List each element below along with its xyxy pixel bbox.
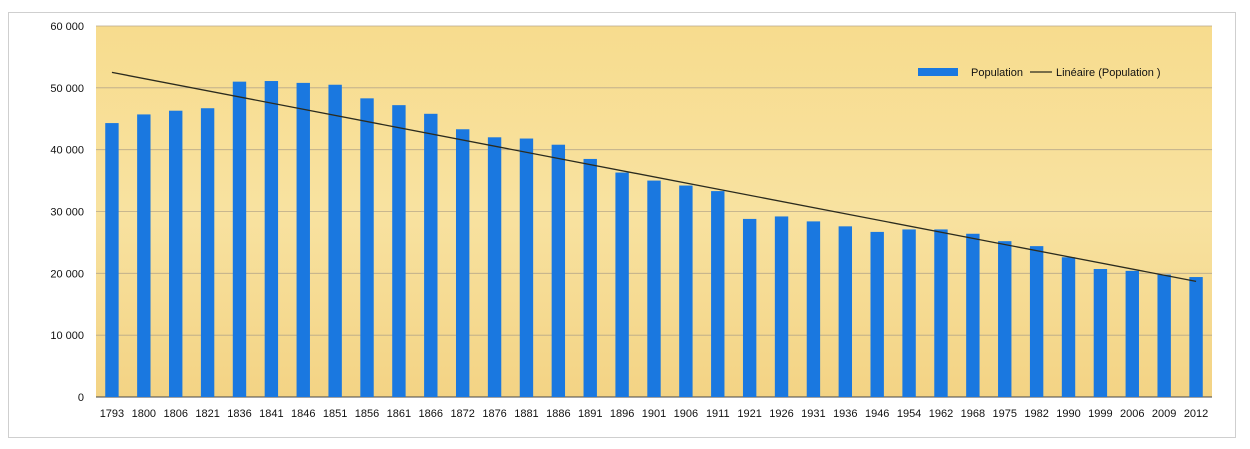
- x-tick-label: 1936: [833, 408, 857, 420]
- bar-1793: [105, 123, 119, 397]
- x-tick-label: 1921: [737, 408, 761, 420]
- x-tick-label: 1886: [546, 408, 570, 420]
- bars: [105, 81, 1203, 398]
- bar-1886: [551, 144, 566, 397]
- y-tick-label: 10 000: [50, 330, 84, 342]
- x-tick-label: 1896: [610, 408, 634, 420]
- bar-1866: [424, 113, 438, 397]
- x-tick-label: 1901: [642, 408, 666, 420]
- x-tick-label: 1906: [674, 408, 698, 420]
- bar-1846: [296, 82, 310, 398]
- y-tick-labels: 0 10 000 20 000 30 000 40 000 50 000 60 000: [50, 21, 84, 404]
- y-tick-label: 50 000: [50, 83, 84, 95]
- trendline: [111, 71, 1197, 283]
- y-tick-label: 0: [78, 392, 84, 404]
- bar-1990: [1061, 257, 1076, 397]
- x-tick-labels: 1793 1800 1806 1821 1836 1841 1846 1851 1856 1861…: [100, 408, 1209, 420]
- bar-2006: [1125, 270, 1139, 397]
- x-tick-label: 2009: [1152, 408, 1176, 420]
- bar-2012: [1189, 277, 1203, 397]
- x-tick-label: 1861: [387, 408, 411, 420]
- x-tick-label: 1881: [514, 408, 538, 420]
- bar-1921: [742, 218, 757, 397]
- x-tick-label: 1866: [419, 408, 443, 420]
- bar-1821: [200, 108, 215, 397]
- legend-label-trendline: Linéaire (Population ): [1056, 67, 1161, 79]
- bar-1982: [1029, 246, 1044, 397]
- y-tick-label: 60 000: [50, 21, 84, 33]
- bar-1901: [647, 180, 661, 397]
- x-tick-label: 1800: [132, 408, 156, 420]
- x-tick-label: 1975: [993, 408, 1017, 420]
- bar-1962: [934, 229, 948, 397]
- x-tick-label: 1954: [897, 408, 921, 420]
- y-tick-label: 30 000: [50, 207, 84, 219]
- bar-1861: [392, 105, 406, 397]
- bar-2009: [1157, 274, 1171, 397]
- x-tick-label: 1891: [578, 408, 602, 420]
- bar-1931: [806, 221, 821, 397]
- bar-1800: [137, 114, 151, 398]
- x-tick-label: 1876: [482, 408, 506, 420]
- x-tick-label: 1821: [195, 408, 219, 420]
- bar-1856: [360, 98, 374, 397]
- x-tick-label: 1999: [1088, 408, 1112, 420]
- x-tick-label: 1946: [865, 408, 889, 420]
- bar-1896: [615, 172, 629, 397]
- y-tick-label: 40 000: [50, 145, 84, 157]
- bar-1926: [774, 216, 789, 397]
- bar-1946: [870, 231, 884, 397]
- x-tick-label: 1793: [100, 408, 124, 420]
- bar-1872: [455, 129, 470, 398]
- x-tick-label: 2012: [1184, 408, 1208, 420]
- bar-1954: [902, 229, 916, 397]
- x-tick-label: 1931: [801, 408, 825, 420]
- legend-swatch-population: [918, 68, 958, 76]
- legend-label-population: Population: [971, 67, 1023, 79]
- bar-1968: [966, 233, 980, 397]
- x-tick-label: 1926: [769, 408, 793, 420]
- bar-1906: [679, 185, 693, 397]
- legend: Population Linéaire (Population ): [918, 67, 1161, 79]
- bar-1975: [998, 241, 1012, 397]
- bar-1876: [487, 137, 502, 398]
- bar-1841: [264, 81, 279, 397]
- x-tick-label: 1872: [450, 408, 474, 420]
- x-tick-label: 1911: [706, 408, 730, 420]
- x-tick-label: 1968: [961, 408, 985, 420]
- x-tick-label: 1836: [227, 408, 251, 420]
- x-tick-label: 1990: [1056, 408, 1080, 420]
- y-tick-label: 20 000: [50, 268, 84, 280]
- x-tick-label: 1982: [1024, 408, 1048, 420]
- bar-1881: [519, 138, 534, 397]
- x-tick-label: 1841: [259, 408, 283, 420]
- bar-1999: [1093, 269, 1108, 397]
- x-tick-label: 1846: [291, 408, 315, 420]
- bar-1911: [711, 191, 725, 397]
- x-tick-label: 2006: [1120, 408, 1144, 420]
- x-tick-label: 1806: [163, 408, 187, 420]
- x-tick-label: 1851: [323, 408, 347, 420]
- x-tick-label: 1962: [929, 408, 953, 420]
- bar-1836: [232, 81, 247, 398]
- bar-1936: [838, 226, 853, 397]
- bar-1851: [328, 84, 342, 397]
- x-tick-label: 1856: [355, 408, 379, 420]
- bar-1806: [169, 110, 183, 397]
- bar-1891: [583, 158, 597, 397]
